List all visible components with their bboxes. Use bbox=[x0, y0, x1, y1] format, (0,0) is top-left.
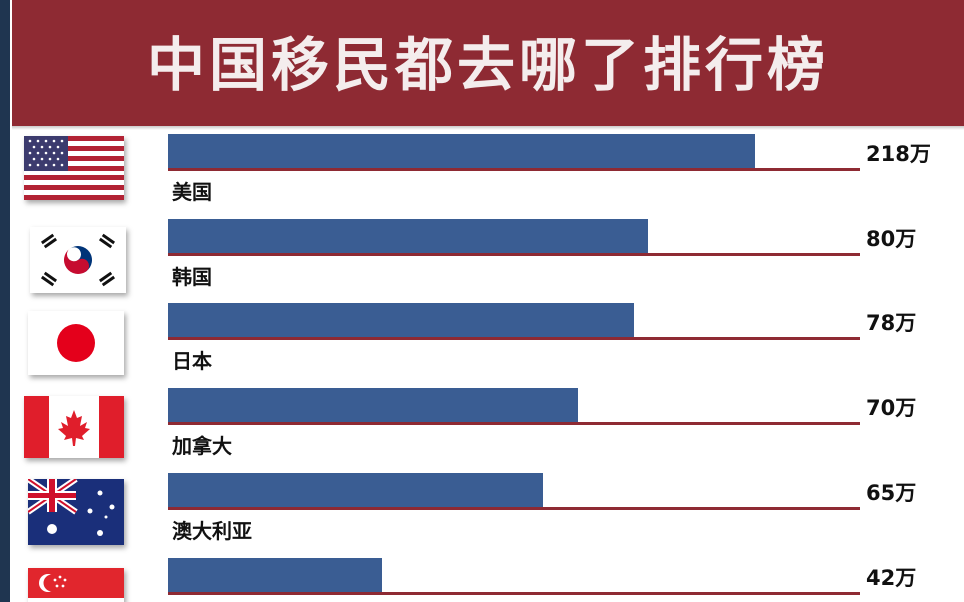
bar-baseline bbox=[168, 422, 860, 425]
value-label: 70万 bbox=[866, 396, 917, 420]
bar-baseline bbox=[168, 337, 860, 340]
bar bbox=[168, 558, 382, 592]
bar-row: 78万 日本 bbox=[12, 299, 964, 385]
value-label: 218万 bbox=[866, 142, 931, 166]
title-banner: 中国移民都去哪了排行榜 bbox=[12, 0, 964, 126]
bar-row: 65万 澳大利亚 bbox=[12, 469, 964, 555]
country-label: 美国 bbox=[172, 180, 212, 204]
bar-baseline bbox=[168, 507, 860, 510]
value-label: 80万 bbox=[866, 227, 917, 251]
chart-title: 中国移民都去哪了排行榜 bbox=[146, 31, 829, 99]
value-label: 78万 bbox=[866, 311, 917, 335]
bar-row: 80万 韩国 bbox=[12, 215, 964, 301]
bar-row: 70万 加拿大 bbox=[12, 384, 964, 470]
bar-row: 42万 bbox=[12, 554, 964, 602]
bar bbox=[168, 388, 578, 422]
value-label: 42万 bbox=[866, 566, 917, 590]
south-korea-flag-icon bbox=[30, 227, 126, 293]
bar bbox=[168, 303, 634, 337]
banner-shadow bbox=[12, 126, 964, 130]
left-edge-strip bbox=[0, 0, 10, 602]
bar bbox=[168, 219, 648, 253]
country-label: 日本 bbox=[172, 349, 212, 373]
bar-baseline bbox=[168, 592, 860, 595]
japan-flag-icon bbox=[28, 311, 124, 375]
canada-flag-icon bbox=[24, 396, 124, 458]
usa-flag-icon bbox=[24, 136, 124, 200]
country-label: 加拿大 bbox=[172, 434, 232, 458]
australia-flag-icon bbox=[28, 479, 124, 545]
value-label: 65万 bbox=[866, 481, 917, 505]
country-label: 韩国 bbox=[172, 265, 212, 289]
bar bbox=[168, 473, 543, 507]
singapore-flag-icon bbox=[28, 568, 124, 602]
bar-row: 218万 美国 bbox=[12, 130, 964, 216]
bar-baseline bbox=[168, 253, 860, 256]
bar bbox=[168, 134, 755, 168]
country-label: 澳大利亚 bbox=[172, 519, 252, 543]
bar-baseline bbox=[168, 168, 860, 171]
